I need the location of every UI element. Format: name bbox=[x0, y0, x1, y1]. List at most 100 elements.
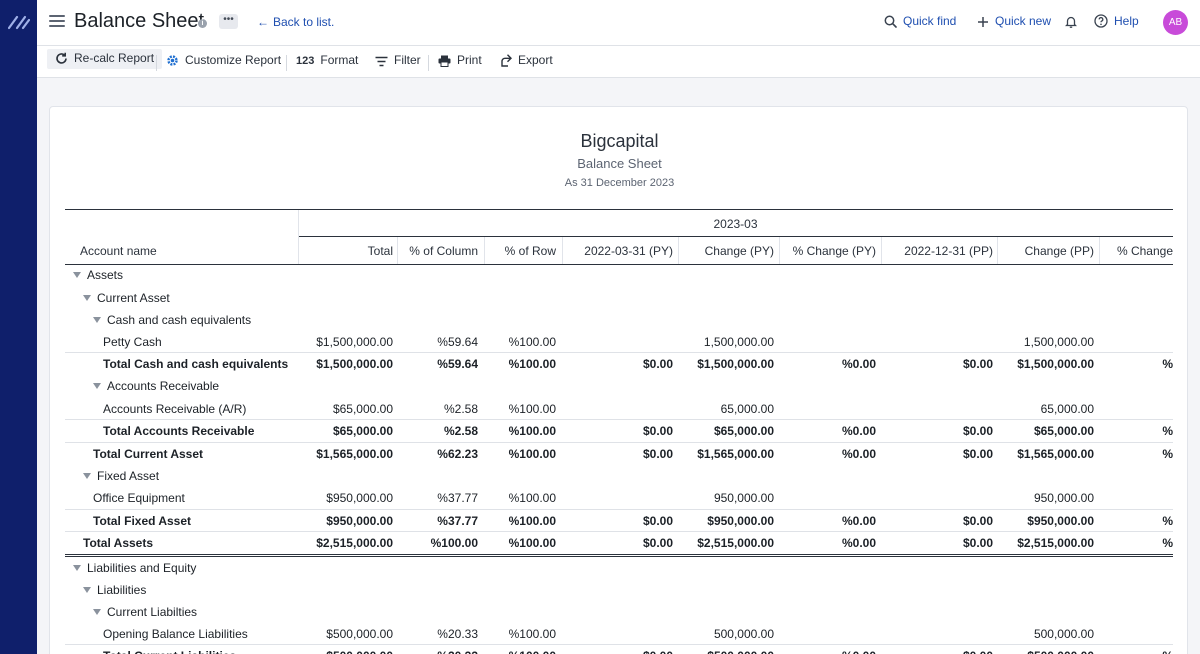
value-cell: %100.00 bbox=[485, 649, 556, 654]
group-row[interactable]: Current Liabilties bbox=[65, 601, 1173, 623]
account-name-cell[interactable]: Liabilities and Equity bbox=[73, 561, 196, 575]
account-name: Liabilities and Equity bbox=[87, 561, 197, 575]
account-name-cell[interactable]: Current Liabilties bbox=[93, 605, 197, 619]
report-toolbar: Re-calc Report Customize Report 123 Forma… bbox=[37, 46, 1200, 78]
value-cell: %20.33 bbox=[437, 627, 478, 641]
value-cell: $2,515,000.00 bbox=[1017, 536, 1094, 550]
account-name: Fixed Asset bbox=[97, 469, 160, 483]
account-name: Opening Balance Liabilities bbox=[103, 627, 248, 641]
account-name-cell[interactable]: Accounts Receivable bbox=[93, 379, 219, 393]
caret-down-icon[interactable] bbox=[93, 383, 101, 389]
caret-down-icon[interactable] bbox=[73, 565, 81, 571]
account-name-cell[interactable]: Current Asset bbox=[83, 291, 170, 305]
value-cell: %100.00 bbox=[508, 627, 556, 641]
value-cell: $500,000.00 bbox=[679, 649, 774, 654]
group-row[interactable]: Assets bbox=[65, 264, 1173, 286]
caret-down-icon[interactable] bbox=[83, 295, 91, 301]
account-row: Accounts Receivable (A/R) $65,000.00 %2.58… bbox=[65, 398, 1173, 420]
format-button[interactable]: 123 Format bbox=[296, 53, 358, 67]
double-underline bbox=[65, 556, 1173, 557]
back-to-list-link[interactable]: ← Back to list. bbox=[257, 15, 334, 29]
value-cell: $1,500,000.00 bbox=[697, 357, 774, 371]
column-header[interactable]: 2022-03-31 (PY) bbox=[584, 244, 673, 258]
row-divider bbox=[65, 442, 1173, 443]
account-name-cell: Accounts Receivable (A/R) bbox=[103, 402, 246, 416]
caret-down-icon[interactable] bbox=[93, 609, 101, 615]
column-header[interactable]: % of Row bbox=[504, 244, 556, 258]
column-header[interactable]: Change (PY) bbox=[704, 244, 774, 258]
column-header[interactable]: % Change bbox=[1116, 244, 1173, 258]
hamburger-menu-icon[interactable] bbox=[49, 15, 65, 29]
account-name: Total Accounts Receivable bbox=[103, 424, 255, 438]
account-name: Total Fixed Asset bbox=[93, 514, 192, 528]
caret-down-icon[interactable] bbox=[83, 587, 91, 593]
caret-down-icon[interactable] bbox=[73, 272, 81, 278]
value-cell: %0.00 bbox=[841, 447, 876, 461]
column-header[interactable]: % of Column bbox=[409, 244, 478, 258]
account-name-cell[interactable]: Fixed Asset bbox=[83, 469, 159, 483]
column-header[interactable]: % Change (PY) bbox=[792, 244, 876, 258]
recalc-report-label: Re-calc Report bbox=[74, 51, 155, 65]
value-cell: $500,000.00 bbox=[298, 649, 393, 654]
caret-down-icon[interactable] bbox=[83, 473, 91, 479]
quick-new-button[interactable]: Quick new bbox=[977, 14, 1051, 28]
account-name-cell: Total Current Asset bbox=[93, 447, 203, 461]
app-logo-icon[interactable] bbox=[8, 14, 30, 30]
group-row[interactable]: Cash and cash equivalents bbox=[65, 309, 1173, 331]
group-row[interactable]: Current Asset bbox=[65, 287, 1173, 309]
value-cell: $0.00 bbox=[962, 514, 993, 528]
help-button[interactable]: Help bbox=[1094, 14, 1139, 28]
account-name: Accounts Receivable bbox=[107, 379, 220, 393]
group-row[interactable]: Liabilities and Equity bbox=[65, 557, 1173, 579]
column-header[interactable]: Total bbox=[367, 244, 393, 258]
total-row: Total Cash and cash equivalents $1,500,00… bbox=[65, 353, 1173, 375]
filter-button[interactable]: Filter bbox=[375, 53, 421, 67]
customize-report-button[interactable]: Customize Report bbox=[166, 53, 281, 67]
group-row[interactable]: Accounts Receivable bbox=[65, 375, 1173, 397]
caret-down-icon[interactable] bbox=[93, 317, 101, 323]
print-button[interactable]: Print bbox=[438, 53, 482, 67]
account-name-cell[interactable]: Assets bbox=[73, 268, 123, 282]
column-header[interactable]: Account name bbox=[80, 244, 157, 258]
period-group-header: 2023-03 bbox=[713, 217, 758, 231]
value-cell: $0.00 bbox=[642, 357, 673, 371]
value-cell: %59.64 bbox=[437, 335, 478, 349]
value-cell: 500,000.00 bbox=[713, 627, 774, 641]
value-cell: % bbox=[1162, 536, 1173, 550]
account-name-cell: Total Current Liabilities bbox=[103, 649, 236, 654]
account-name-cell[interactable]: Cash and cash equivalents bbox=[93, 313, 251, 327]
export-label: Export bbox=[518, 53, 553, 67]
row-divider bbox=[65, 352, 1173, 353]
group-row[interactable]: Fixed Asset bbox=[65, 465, 1173, 487]
column-header[interactable]: 2022-12-31 (PP) bbox=[904, 244, 993, 258]
value-cell: % bbox=[1162, 447, 1173, 461]
value-cell: 500,000.00 bbox=[1033, 627, 1094, 641]
more-options-button[interactable]: ••• bbox=[219, 14, 238, 29]
app-sidebar bbox=[0, 0, 37, 654]
account-name: Total Current Asset bbox=[93, 447, 204, 461]
export-button[interactable]: Export bbox=[500, 53, 553, 67]
group-row[interactable]: Liabilities bbox=[65, 579, 1173, 601]
value-cell: $0.00 bbox=[642, 424, 673, 438]
recalc-report-button[interactable]: Re-calc Report bbox=[47, 49, 163, 69]
account-name-cell: Total Accounts Receivable bbox=[103, 424, 254, 438]
user-avatar[interactable]: AB bbox=[1163, 10, 1188, 35]
notifications-button[interactable] bbox=[1064, 14, 1083, 28]
column-divider bbox=[881, 237, 882, 264]
quick-find-button[interactable]: Quick find bbox=[884, 14, 956, 28]
value-cell: %100.00 bbox=[508, 357, 556, 371]
total-row: Total Accounts Receivable $65,000.00 %2.58… bbox=[65, 420, 1173, 442]
printer-icon bbox=[438, 55, 451, 67]
value-cell: $1,565,000.00 bbox=[1017, 447, 1094, 461]
info-icon[interactable]: i bbox=[198, 19, 207, 28]
value-cell: $2,515,000.00 bbox=[697, 536, 774, 550]
account-name: Assets bbox=[87, 268, 124, 282]
quick-new-label: Quick new bbox=[995, 14, 1052, 28]
value-cell: $0.00 bbox=[563, 649, 673, 654]
toolbar-divider bbox=[428, 55, 429, 71]
column-header[interactable]: Change (PP) bbox=[1024, 244, 1094, 258]
account-name-cell[interactable]: Liabilities bbox=[83, 583, 146, 597]
toolbar-divider bbox=[156, 55, 157, 71]
value-cell: % bbox=[1162, 424, 1173, 438]
row-divider bbox=[65, 644, 1173, 645]
